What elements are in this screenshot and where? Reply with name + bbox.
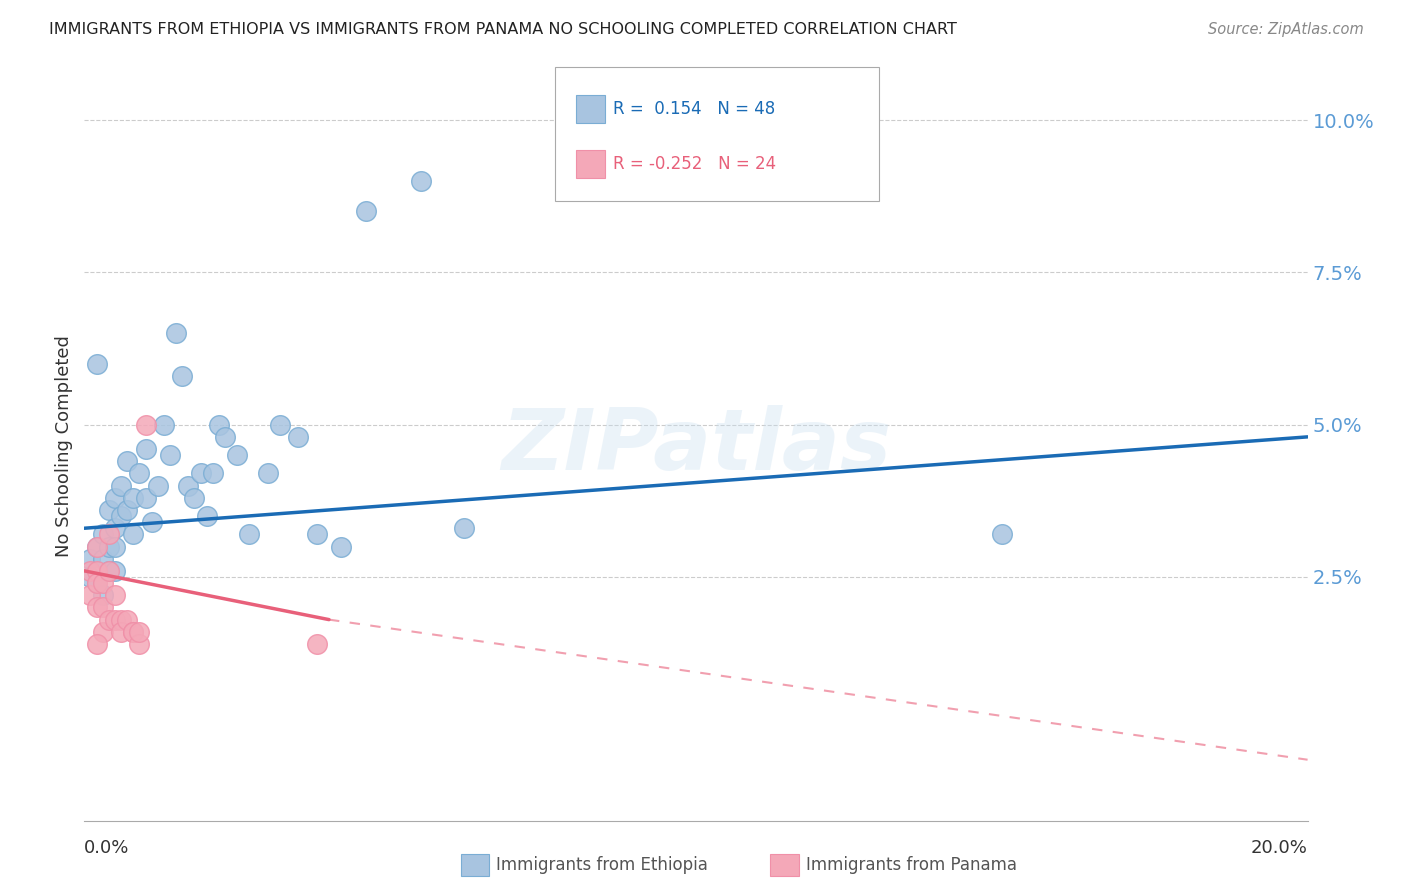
- Point: [409, 174, 432, 188]
- Point: [86, 540, 108, 554]
- Point: [128, 467, 150, 481]
- Point: [165, 326, 187, 341]
- Point: [79, 564, 101, 578]
- Point: [991, 527, 1014, 541]
- Point: [269, 417, 291, 432]
- Point: [79, 570, 101, 584]
- Point: [135, 417, 157, 432]
- Point: [110, 613, 132, 627]
- Point: [104, 613, 127, 627]
- Point: [97, 527, 120, 541]
- Point: [214, 430, 236, 444]
- Point: [122, 527, 145, 541]
- Point: [79, 588, 101, 602]
- Point: [91, 600, 114, 615]
- Point: [141, 515, 163, 529]
- Point: [122, 491, 145, 505]
- Point: [110, 478, 132, 492]
- Point: [305, 527, 328, 541]
- Y-axis label: No Schooling Completed: No Schooling Completed: [55, 335, 73, 557]
- Text: R = -0.252   N = 24: R = -0.252 N = 24: [613, 155, 776, 173]
- Point: [104, 540, 127, 554]
- Point: [104, 521, 127, 535]
- Point: [195, 509, 218, 524]
- Point: [86, 540, 108, 554]
- Point: [305, 637, 328, 651]
- Point: [177, 478, 200, 492]
- Point: [115, 613, 138, 627]
- Point: [86, 576, 108, 591]
- Point: [79, 551, 101, 566]
- Point: [128, 624, 150, 639]
- Text: 0.0%: 0.0%: [84, 838, 129, 857]
- Text: Source: ZipAtlas.com: Source: ZipAtlas.com: [1208, 22, 1364, 37]
- Point: [104, 588, 127, 602]
- Text: Immigrants from Ethiopia: Immigrants from Ethiopia: [496, 856, 709, 874]
- Text: IMMIGRANTS FROM ETHIOPIA VS IMMIGRANTS FROM PANAMA NO SCHOOLING COMPLETED CORREL: IMMIGRANTS FROM ETHIOPIA VS IMMIGRANTS F…: [49, 22, 957, 37]
- Point: [172, 368, 194, 383]
- Point: [208, 417, 231, 432]
- Point: [122, 624, 145, 639]
- Point: [110, 624, 132, 639]
- Point: [190, 467, 212, 481]
- Point: [86, 637, 108, 651]
- Point: [91, 588, 114, 602]
- Point: [104, 491, 127, 505]
- Point: [97, 613, 120, 627]
- Point: [159, 448, 181, 462]
- Text: Immigrants from Panama: Immigrants from Panama: [806, 856, 1017, 874]
- Point: [97, 564, 120, 578]
- Text: ZIPatlas: ZIPatlas: [501, 404, 891, 488]
- Point: [146, 478, 169, 492]
- Point: [91, 527, 114, 541]
- Point: [104, 564, 127, 578]
- Point: [238, 527, 260, 541]
- Point: [122, 624, 145, 639]
- Point: [226, 448, 249, 462]
- Point: [354, 204, 377, 219]
- Text: R =  0.154   N = 48: R = 0.154 N = 48: [613, 100, 775, 118]
- Point: [110, 509, 132, 524]
- Point: [128, 637, 150, 651]
- Point: [153, 417, 176, 432]
- Point: [330, 540, 353, 554]
- Point: [135, 491, 157, 505]
- Point: [97, 540, 120, 554]
- Point: [287, 430, 309, 444]
- Point: [97, 564, 120, 578]
- Point: [86, 357, 108, 371]
- Point: [183, 491, 205, 505]
- Point: [201, 467, 224, 481]
- Text: 20.0%: 20.0%: [1251, 838, 1308, 857]
- Point: [135, 442, 157, 456]
- Point: [86, 576, 108, 591]
- Point: [257, 467, 280, 481]
- Point: [91, 624, 114, 639]
- Point: [91, 576, 114, 591]
- Point: [86, 564, 108, 578]
- Point: [86, 600, 108, 615]
- Point: [115, 503, 138, 517]
- Point: [115, 454, 138, 468]
- Point: [453, 521, 475, 535]
- Point: [97, 503, 120, 517]
- Point: [91, 551, 114, 566]
